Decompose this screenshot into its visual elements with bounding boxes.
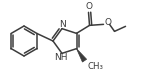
Text: N: N: [59, 20, 66, 29]
Text: O: O: [85, 2, 92, 11]
Text: NH: NH: [54, 53, 68, 62]
Text: CH₃: CH₃: [87, 62, 104, 71]
Text: O: O: [104, 18, 111, 27]
Polygon shape: [76, 49, 87, 62]
